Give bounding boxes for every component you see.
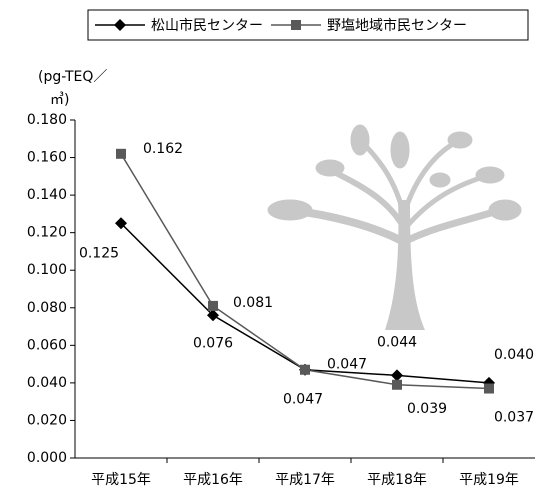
point [484,384,494,394]
chart: (pg-TEQ／ ㎥) 0.000 0.020 0.040 0.060 0.080 0.1… [0,0,541,498]
data-label: 0.076 [193,335,233,351]
y-tick-label: 0.000 [27,450,67,466]
y-tick-label: 0.120 [27,225,67,241]
x-tick-label: 平成19年 [459,472,519,488]
data-label: 0.162 [143,141,183,157]
y-axis-label: ㎥) [50,92,69,108]
y-tick-label: 0.020 [27,412,67,428]
x-tick-label: 平成18年 [367,472,427,488]
point [114,19,126,31]
tree-decoration [268,125,521,330]
point [208,301,218,311]
series-line [121,154,489,389]
y-tick-label: 0.140 [27,187,67,203]
x-tick-label: 平成16年 [183,472,243,488]
point [116,149,126,159]
point [391,369,403,381]
data-label: 0.125 [79,245,119,261]
point [291,20,301,30]
data-label: 0.040 [494,347,534,363]
x-tick-label: 平成17年 [275,472,335,488]
data-label: 0.047 [283,392,323,408]
x-tick-label: 平成15年 [91,472,151,488]
data-label: 0.081 [233,295,273,311]
data-label: 0.037 [494,410,534,426]
y-axis-label: (pg-TEQ／ [38,69,107,85]
y-tick-label: 0.040 [27,375,67,391]
legend-label: 松山市民センター [151,17,263,34]
point [300,365,310,375]
y-tick-label: 0.060 [27,337,67,353]
y-tick-label: 0.180 [27,112,67,128]
data-label: 0.044 [377,334,417,350]
y-tick-label: 0.100 [27,262,67,278]
data-label: 0.047 [327,357,367,373]
legend-label: 野塩地域市民センター [327,17,467,34]
series-line [121,223,489,383]
point [392,380,402,390]
page: (pg-TEQ／ ㎥) 0.000 0.020 0.040 0.060 0.080 0.1… [0,0,541,498]
data-label: 0.039 [407,401,447,417]
y-tick-label: 0.080 [27,300,67,316]
y-tick-label: 0.160 [27,150,67,166]
